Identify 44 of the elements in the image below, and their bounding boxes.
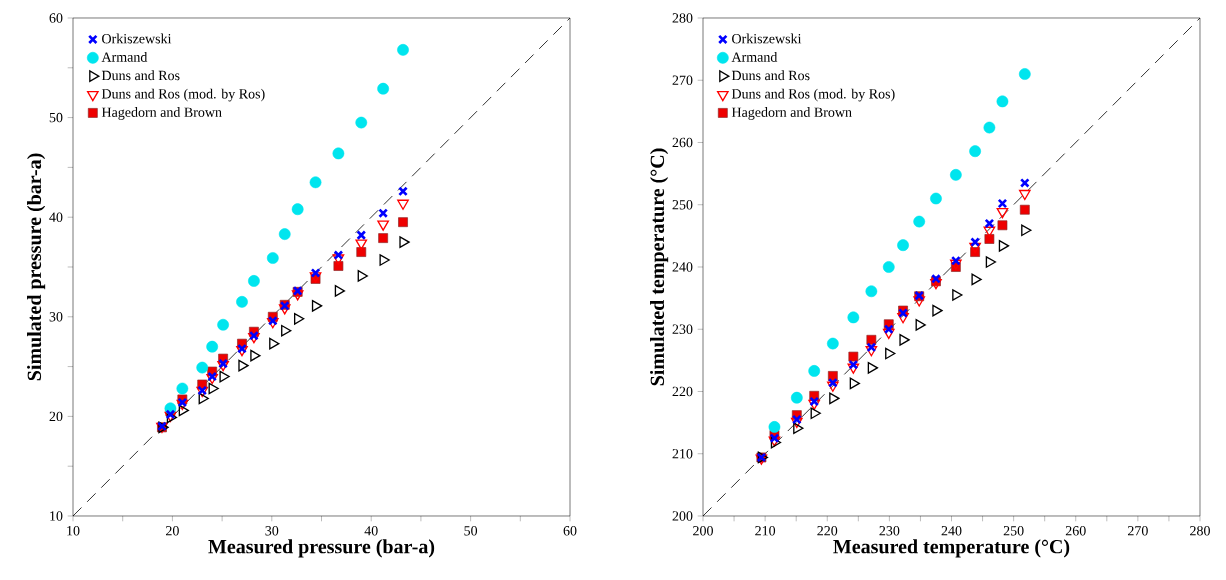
y-tick-label: 220 (672, 386, 693, 397)
y-tick-label: 210 (672, 449, 693, 459)
y-tick-label: 10 (50, 511, 63, 521)
x-tick-label: 270 (1127, 526, 1148, 536)
legend-label: Orkiszewski (102, 33, 172, 44)
y-tick-label: 200 (672, 511, 693, 521)
y-tick-label: 230 (672, 324, 693, 334)
legend-label: Armand (101, 51, 148, 62)
y-axis-title: Simulated temperature (°C) (650, 148, 669, 386)
y-tick-label: 280 (672, 13, 693, 23)
x-axis-title: Measured pressure (bar-a) (208, 539, 435, 558)
legend-label: Duns and Ros (731, 70, 810, 81)
y-axis-title: Simulated pressure (bar-a) (27, 153, 46, 381)
x-tick-label: 240 (941, 526, 962, 536)
x-tick-label: 50 (464, 526, 478, 536)
x-tick-label: 280 (1190, 526, 1210, 536)
y-tick-label: 250 (672, 200, 693, 210)
x-tick-label: 200 (693, 526, 713, 536)
legend-label: Duns and Ros (mod. by Ros) (731, 88, 895, 102)
x-tick-label: 220 (817, 526, 838, 536)
y-tick-label: 30 (49, 312, 63, 322)
legend-label: Hagedorn and Brown (731, 107, 852, 120)
legend-label: Duns and Ros (101, 70, 180, 81)
x-tick-label: 60 (563, 526, 577, 536)
legend-label: Orkiszewski (732, 33, 802, 44)
x-tick-label: 230 (879, 526, 900, 536)
x-tick-label: 20 (166, 526, 179, 536)
legend-label: Armand (731, 51, 778, 62)
y-tick-label: 270 (672, 75, 693, 85)
y-tick-label: 40 (49, 212, 63, 222)
y-tick-label: 260 (672, 137, 693, 148)
x-tick-label: 250 (1003, 526, 1024, 536)
x-tick-label: 10 (67, 526, 80, 536)
y-tick-label: 60 (49, 13, 63, 23)
y-tick-label: 240 (672, 262, 693, 272)
x-tick-label: 30 (265, 526, 279, 536)
x-tick-label: 40 (364, 526, 378, 536)
x-tick-label: 210 (755, 526, 776, 536)
y-tick-label: 50 (49, 112, 63, 123)
x-axis-title: Measured temperature (°C) (833, 539, 1070, 558)
legend-label: Hagedorn and Brown (101, 107, 222, 120)
x-tick-label: 260 (1065, 526, 1086, 536)
y-tick-label: 20 (49, 411, 63, 422)
legend-label: Duns and Ros (mod. by Ros) (101, 88, 265, 102)
